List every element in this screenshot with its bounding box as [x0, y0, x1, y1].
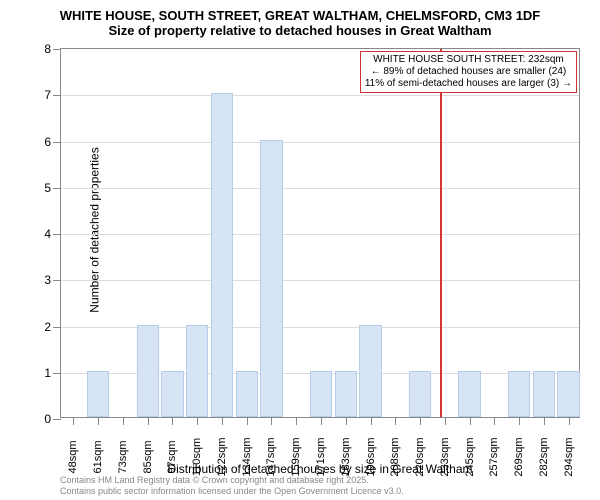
y-tick [53, 373, 61, 374]
y-tick-label: 1 [44, 366, 51, 380]
annotation-line: WHITE HOUSE SOUTH STREET: 232sqm [365, 54, 572, 66]
annotation-line: 11% of semi-detached houses are larger (… [365, 78, 572, 90]
x-tick [98, 417, 99, 425]
y-tick-label: 5 [44, 181, 51, 195]
y-tick [53, 142, 61, 143]
y-tick-label: 7 [44, 88, 51, 102]
bar [335, 371, 357, 417]
y-tick-label: 8 [44, 42, 51, 56]
y-tick-label: 3 [44, 273, 51, 287]
y-tick [53, 234, 61, 235]
annotation-box: WHITE HOUSE SOUTH STREET: 232sqm← 89% of… [360, 51, 577, 93]
x-tick [445, 417, 446, 425]
bar [533, 371, 555, 417]
bar [137, 325, 159, 418]
x-tick [271, 417, 272, 425]
chart-subtitle: Size of property relative to detached ho… [0, 23, 600, 38]
x-tick [123, 417, 124, 425]
y-tick-label: 0 [44, 412, 51, 426]
y-tick-label: 4 [44, 227, 51, 241]
x-tick [470, 417, 471, 425]
footer-line1: Contains HM Land Registry data © Crown c… [60, 475, 404, 486]
chart-title: WHITE HOUSE, SOUTH STREET, GREAT WALTHAM… [0, 0, 600, 23]
x-tick [519, 417, 520, 425]
bar [186, 325, 208, 418]
plot-area: 01234567848sqm61sqm73sqm85sqm97sqm110sqm… [60, 48, 580, 418]
x-tick [73, 417, 74, 425]
y-tick [53, 327, 61, 328]
bar [87, 371, 109, 417]
chart-container: WHITE HOUSE, SOUTH STREET, GREAT WALTHAM… [0, 0, 600, 500]
x-tick [395, 417, 396, 425]
bar [458, 371, 480, 417]
y-tick [53, 188, 61, 189]
y-tick [53, 280, 61, 281]
bar [211, 93, 233, 417]
annotation-line: ← 89% of detached houses are smaller (24… [365, 66, 572, 78]
x-tick [494, 417, 495, 425]
grid-line [61, 95, 579, 96]
x-tick [569, 417, 570, 425]
grid-line [61, 280, 579, 281]
x-tick [247, 417, 248, 425]
bar [310, 371, 332, 417]
bar [161, 371, 183, 417]
x-tick [346, 417, 347, 425]
x-axis-label: Distribution of detached houses by size … [60, 462, 580, 476]
x-tick [148, 417, 149, 425]
bar [409, 371, 431, 417]
y-tick-label: 2 [44, 320, 51, 334]
x-tick [420, 417, 421, 425]
bar [557, 371, 579, 417]
footer-line2: Contains public sector information licen… [60, 486, 404, 497]
marker-line [440, 49, 442, 417]
x-tick [197, 417, 198, 425]
grid-line [61, 234, 579, 235]
x-tick [222, 417, 223, 425]
x-tick [296, 417, 297, 425]
bar [508, 371, 530, 417]
bar [260, 140, 282, 418]
y-tick [53, 419, 61, 420]
y-tick-label: 6 [44, 135, 51, 149]
grid-line [61, 142, 579, 143]
footer-text: Contains HM Land Registry data © Crown c… [60, 475, 404, 497]
bar [359, 325, 381, 418]
x-tick [172, 417, 173, 425]
grid-line [61, 188, 579, 189]
y-tick [53, 95, 61, 96]
bar [236, 371, 258, 417]
y-tick [53, 49, 61, 50]
x-tick [371, 417, 372, 425]
x-tick [544, 417, 545, 425]
x-tick [321, 417, 322, 425]
